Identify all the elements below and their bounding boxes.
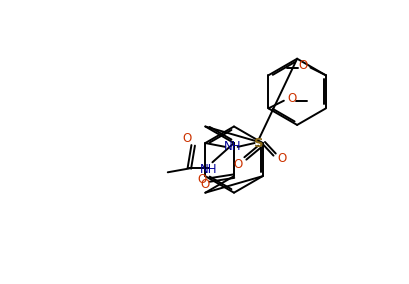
Text: O: O (232, 158, 242, 171)
Text: O: O (200, 179, 209, 191)
Text: NH: NH (224, 140, 241, 153)
Text: O: O (297, 59, 307, 72)
Text: O: O (277, 152, 286, 165)
Text: O: O (286, 92, 295, 105)
Text: O: O (182, 132, 191, 145)
Text: O: O (197, 174, 207, 187)
Text: NH: NH (199, 164, 217, 176)
Text: S: S (254, 137, 263, 150)
